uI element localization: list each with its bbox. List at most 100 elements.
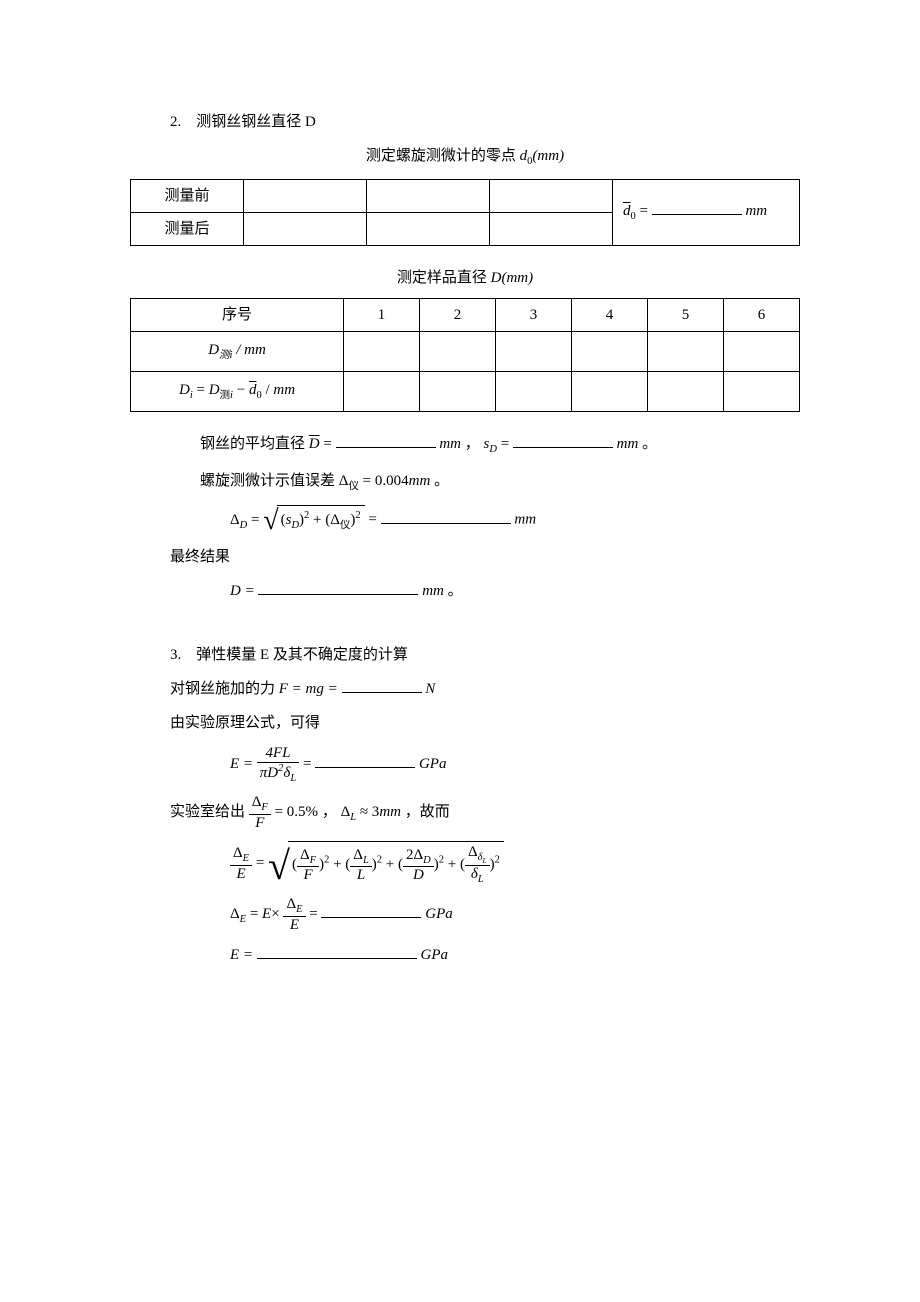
avg-diameter-line: 钢丝的平均直径 D = mm ， sD = mm 。 xyxy=(200,432,800,459)
cell xyxy=(724,371,800,411)
sqrt-body: (ΔFF)2 + (ΔLL)2 + (2ΔDD)2 + (ΔδLδL)2 xyxy=(288,841,504,886)
eq: = xyxy=(256,855,268,871)
caption-var: D xyxy=(491,270,502,286)
given-line: 实验室给出 ΔF F = 0.5% ， ΔL ≈ 3mm ，故而 xyxy=(170,794,800,831)
sqrt: √ (ΔFF)2 + (ΔLL)2 + (2ΔDD)2 + (ΔδLδL)2 xyxy=(268,841,504,886)
cell xyxy=(344,331,420,371)
eq: = xyxy=(368,512,380,528)
cell xyxy=(244,179,367,212)
fraction: 4FL πD2δL xyxy=(257,745,299,784)
col-header: 序号 xyxy=(131,298,344,331)
force-line: 对钢丝施加的力 F = mg = N xyxy=(170,677,800,701)
den: E xyxy=(283,917,305,934)
cell xyxy=(724,331,800,371)
zero-point-table: 测量前 d0 = mm 测量后 xyxy=(130,179,800,246)
blank xyxy=(321,902,421,918)
eq: = xyxy=(303,756,315,772)
blank xyxy=(315,752,415,768)
cell xyxy=(496,371,572,411)
fraction: ΔE E xyxy=(283,896,305,933)
relative-error-formula: ΔE E = √ (ΔFF)2 + (ΔLL)2 + (2ΔDD)2 + (Δδ… xyxy=(230,841,800,886)
lhs: ΔD = xyxy=(230,512,263,528)
row-d-measured: D测i / mm xyxy=(131,331,344,371)
lhs: E = xyxy=(230,947,257,963)
numerator: 4FL xyxy=(257,745,299,763)
delta-e-line: ΔE = E× ΔE E = GPa xyxy=(230,896,800,933)
text: 对钢丝施加的力 xyxy=(170,681,275,697)
lhs: ΔE = E× xyxy=(230,906,280,922)
cell xyxy=(648,371,724,411)
comma: ， xyxy=(318,804,341,820)
unit: mm xyxy=(439,436,461,452)
e-formula: E = 4FL πD2δL = GPa xyxy=(230,745,800,784)
blank xyxy=(257,943,417,959)
row-before-label: 测量前 xyxy=(131,179,244,212)
section-3-title: 3. 弹性模量 E 及其不确定度的计算 xyxy=(170,643,800,667)
fraction: ΔF F xyxy=(249,794,271,831)
caption-unit: (mm) xyxy=(532,148,564,164)
cell xyxy=(244,212,367,245)
final-result-label: 最终结果 xyxy=(170,545,800,569)
eq: = xyxy=(320,436,336,452)
unit2: mm xyxy=(617,436,639,452)
e-result-line: E = GPa xyxy=(230,943,800,967)
col-3: 3 xyxy=(496,298,572,331)
den: E xyxy=(230,866,252,883)
expr: F = mg = xyxy=(279,681,342,697)
row-d-corrected: Di = D测i − d0 / mm xyxy=(131,371,344,411)
cell xyxy=(367,212,490,245)
principle-line: 由实验原理公式，可得 xyxy=(170,711,800,735)
d0-bar: d xyxy=(623,203,631,219)
cell xyxy=(572,371,648,411)
lhs-frac: ΔE E xyxy=(230,845,252,882)
period: 。 xyxy=(444,583,463,599)
unit: mm xyxy=(514,512,536,528)
blank xyxy=(342,677,422,693)
col-5: 5 xyxy=(648,298,724,331)
instrument-error-line: 螺旋测微计示值误差 Δ仪 = 0.004mm 。 xyxy=(200,469,800,496)
caption-text: 测定样品直径 xyxy=(397,270,487,286)
col-1: 1 xyxy=(344,298,420,331)
blank xyxy=(336,432,436,448)
sqrt-body: (sD)2 + (Δ仪)2 xyxy=(277,505,365,535)
col-2: 2 xyxy=(420,298,496,331)
blank xyxy=(258,579,418,595)
col-6: 6 xyxy=(724,298,800,331)
eq2: = xyxy=(497,436,513,452)
text: 钢丝的平均直径 xyxy=(200,436,305,452)
cell xyxy=(490,212,613,245)
num: ΔE xyxy=(230,845,252,866)
cell xyxy=(344,371,420,411)
cell xyxy=(420,371,496,411)
blank xyxy=(513,432,613,448)
comma: ， xyxy=(461,436,484,452)
unit: N xyxy=(425,681,435,697)
eq: = xyxy=(309,906,321,922)
text: 实验室给出 xyxy=(170,804,245,820)
period: 。 xyxy=(638,436,657,452)
table1-caption: 测定螺旋测微计的零点 d0(mm) xyxy=(130,144,800,171)
row-after-label: 测量后 xyxy=(131,212,244,245)
section-2-title: 2. 测钢丝钢丝直径 D xyxy=(170,110,800,134)
period: 。 xyxy=(430,473,449,489)
denominator: F xyxy=(249,815,271,832)
diameter-table: 序号 1 2 3 4 5 6 D测i / mm Di = D测i − d0 / … xyxy=(130,298,800,412)
d-bar: D xyxy=(309,436,320,452)
table2-caption: 测定样品直径 D(mm) xyxy=(130,266,800,290)
num: ΔE xyxy=(283,896,305,917)
unit: mm xyxy=(422,583,444,599)
cell xyxy=(490,179,613,212)
blank xyxy=(381,508,511,524)
unit: GPa xyxy=(419,756,447,772)
delta-d-formula: ΔD = √ (sD)2 + (Δ仪)2 = mm xyxy=(230,505,800,535)
cell xyxy=(496,331,572,371)
val: = 0.004 xyxy=(359,473,409,489)
delta-l: ΔL ≈ 3mm xyxy=(341,804,401,820)
lhs: D = xyxy=(230,583,258,599)
unit: GPa xyxy=(425,906,453,922)
col-4: 4 xyxy=(572,298,648,331)
delta: Δ xyxy=(339,473,349,489)
unit: mm xyxy=(745,203,767,219)
caption-unit: (mm) xyxy=(501,270,533,286)
cell xyxy=(572,331,648,371)
